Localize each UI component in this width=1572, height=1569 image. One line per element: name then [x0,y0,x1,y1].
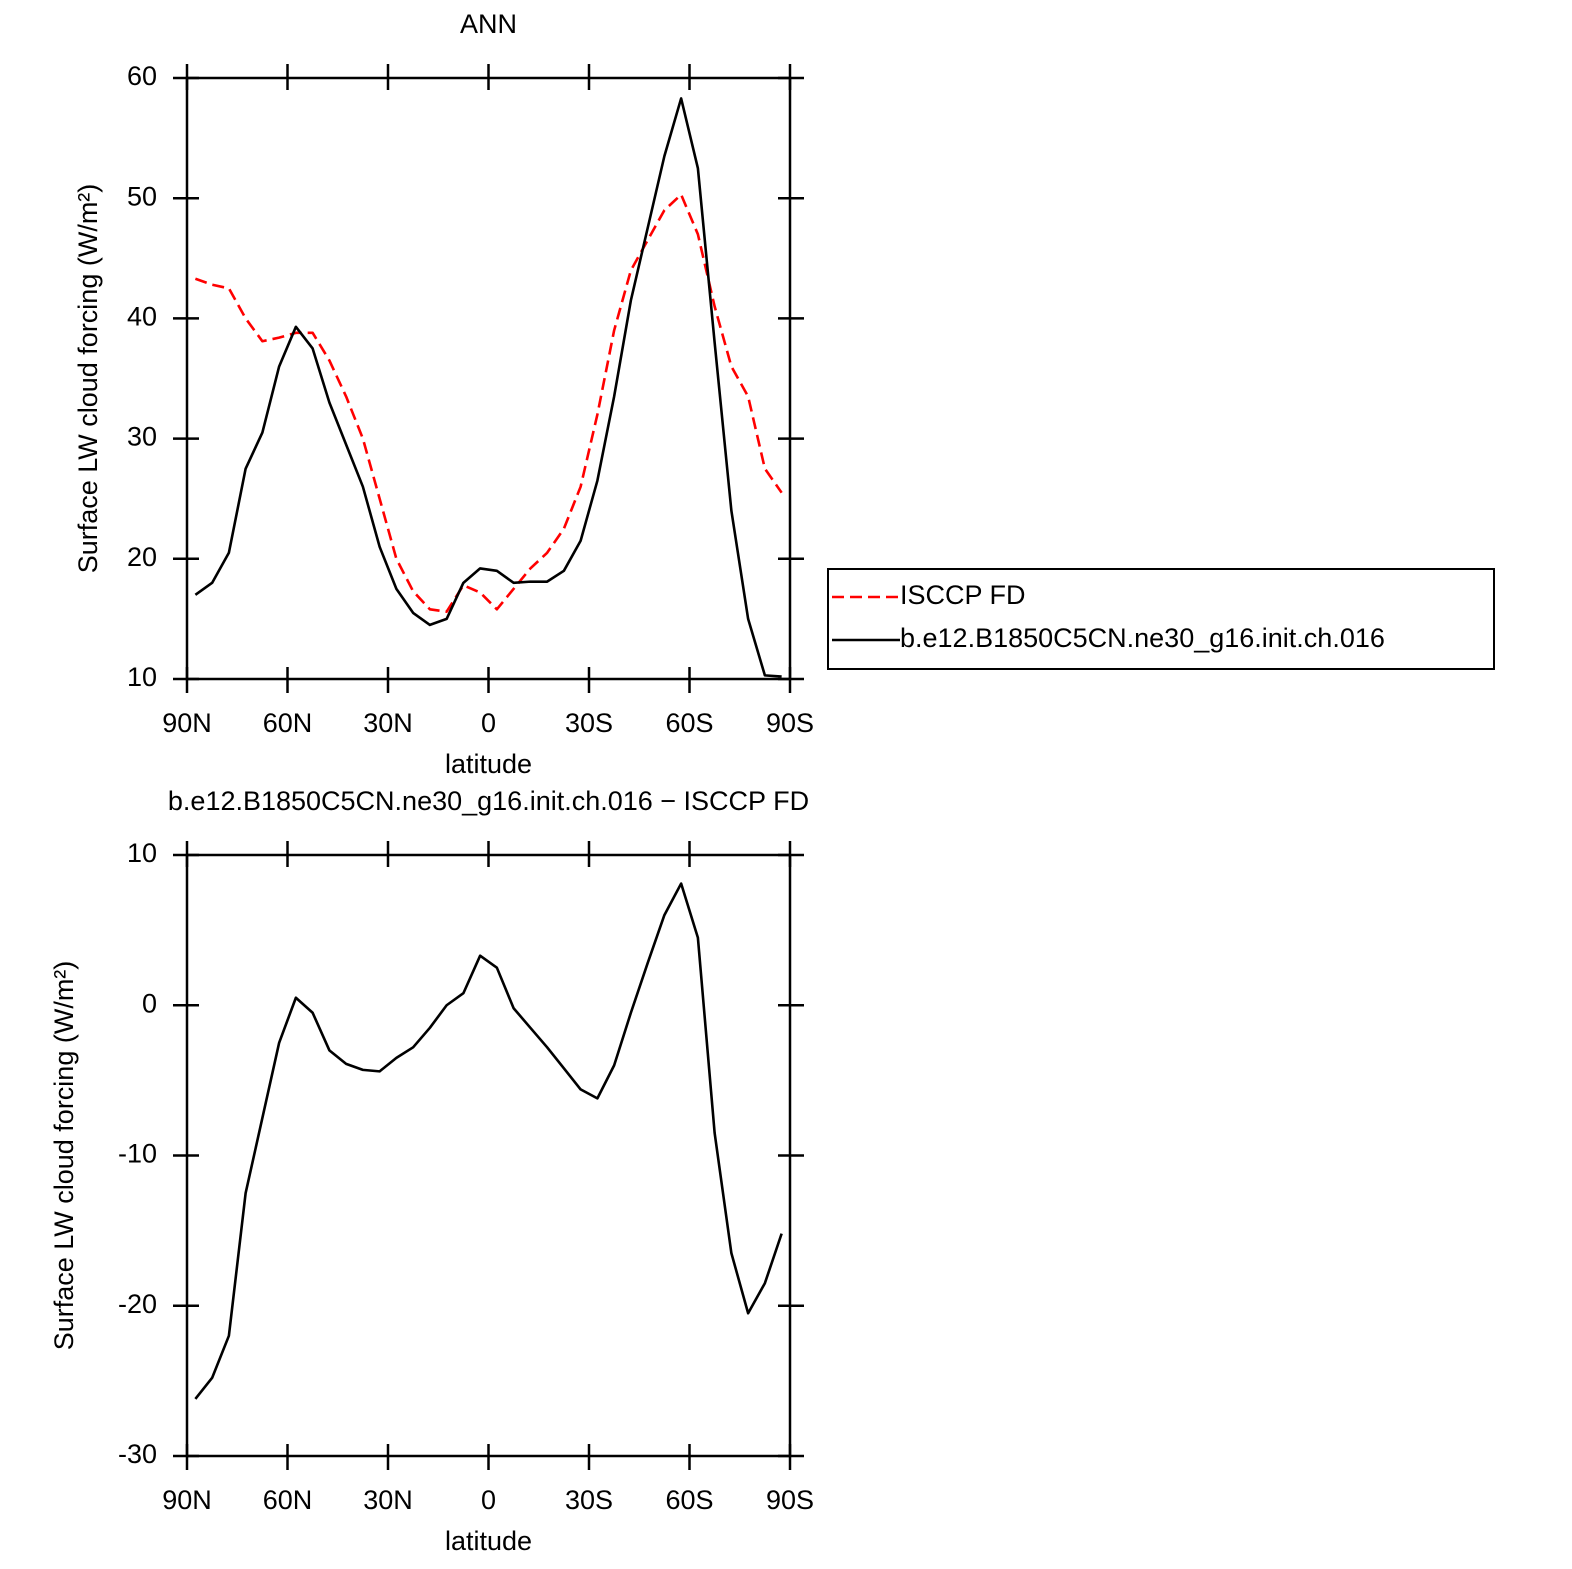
x-tick-label: 30S [565,1485,613,1515]
x-tick-label: 0 [481,708,496,738]
chart-title: b.e12.B1850C5CN.ne30_g16.init.ch.016 − I… [168,786,809,816]
x-tick-label: 90N [162,708,212,738]
y-tick-label: 60 [127,61,157,91]
x-tick-label: 60N [263,1485,313,1515]
y-tick-label: 30 [127,422,157,452]
legend-box [827,568,1495,670]
x-tick-label: 60N [263,708,313,738]
y-tick-label: -30 [118,1439,157,1469]
chart-title: ANN [460,9,517,39]
data-line [194,193,783,613]
x-tick-label: 30N [363,708,413,738]
y-tick-label: 20 [127,542,157,572]
y-tick-label: 40 [127,302,157,332]
y-tick-label: 10 [127,662,157,692]
legend-label: b.e12.B1850C5CN.ne30_g16.init.ch.016 [900,623,1385,653]
x-axis-label: latitude [445,1526,532,1556]
y-tick-label: 50 [127,181,157,211]
x-tick-label: 60S [665,708,713,738]
x-tick-label: 30N [363,1485,413,1515]
x-tick-label: 90S [766,1485,814,1515]
y-tick-label: 0 [142,988,157,1018]
y-tick-label: -10 [118,1139,157,1169]
x-tick-label: 90S [766,708,814,738]
y-axis-label: Surface LW cloud forcing (W/m²) [73,184,103,574]
y-tick-label: 10 [127,838,157,868]
x-tick-label: 0 [481,1485,496,1515]
y-axis-label: Surface LW cloud forcing (W/m²) [49,961,79,1351]
plot-frame [185,76,792,681]
x-tick-label: 30S [565,708,613,738]
data-line [194,97,782,678]
y-tick-label: -20 [118,1289,157,1319]
x-tick-label: 90N [162,1485,212,1515]
x-tick-label: 60S [665,1485,713,1515]
data-line [194,882,783,1400]
x-axis-label: latitude [445,749,532,779]
legend-label: ISCCP FD [900,580,1026,610]
